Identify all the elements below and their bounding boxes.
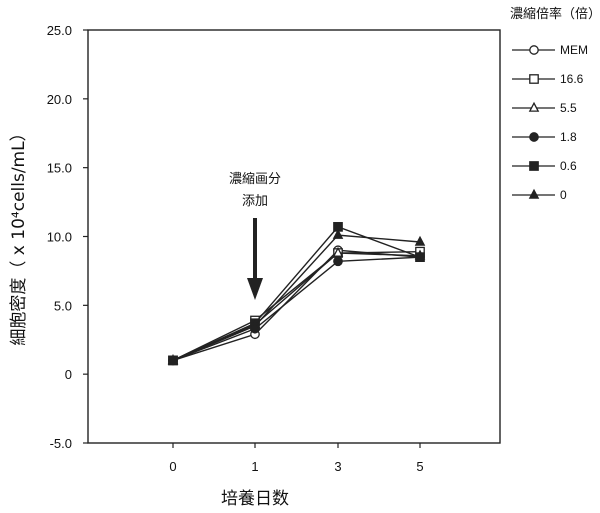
legend-label: 1.8 [560,130,577,144]
series-line [172,234,421,362]
series-line [172,250,421,362]
plot-frame [87,29,501,444]
y-tick-label: 25.0 [47,23,72,38]
legend-item: MEM [512,43,588,57]
data-point [332,228,344,239]
legend-marker [528,188,540,199]
legend-marker [529,45,539,55]
legend-marker [528,101,540,112]
legend-label: 0.6 [560,159,577,173]
data-point [167,354,179,365]
legend-item: 0.6 [512,159,577,173]
x-axis-label: 培養日数 [221,489,289,509]
y-axis-ticks: 25.0 20.0 15.0 10.0 5.0 0 -5.0 [47,23,88,451]
legend-item: 0 [512,188,567,202]
x-tick-label: 0 [169,459,176,474]
y-axis-label: 細胞密度（ x 10⁴cells/mL） [9,124,29,345]
legend: 濃縮倍率（倍） MEM 16.6 5.5 1.8 0.6 0 [510,6,600,202]
series-0 [167,228,426,365]
y-tick-label: -5.0 [50,436,72,451]
series-line [172,256,421,362]
legend-title: 濃縮倍率（倍） [510,6,600,22]
x-tick-label: 3 [334,459,341,474]
legend-label: 0 [560,188,567,202]
y-tick-label: 10.0 [47,230,72,245]
legend-marker [529,74,539,84]
data-point [415,252,425,262]
annotation-arrow-head [247,278,263,300]
legend-item: 16.6 [512,72,584,86]
y-tick-label: 5.0 [54,298,72,313]
annotation-text: 添加 [242,194,268,209]
data-point [249,319,261,330]
x-tick-label: 5 [416,459,423,474]
legend-marker [529,132,539,142]
legend-label: 5.5 [560,101,577,115]
data-point [333,256,343,267]
legend-item: 1.8 [512,130,577,144]
plot-area [87,29,501,444]
data-point [332,246,344,257]
y-tick-label: 20.0 [47,92,72,107]
annotation-text: 濃縮画分 [229,171,281,187]
series-1-8 [168,252,425,366]
x-axis-ticks: 0 1 3 5 [169,443,424,474]
legend-item: 5.5 [512,101,577,115]
legend-label: 16.6 [560,72,584,86]
y-tick-label: 0 [65,367,72,382]
series-layer [167,222,426,366]
y-tick-label: 15.0 [47,161,72,176]
series-line [172,226,421,362]
legend-label: MEM [560,43,588,57]
legend-marker [529,161,539,171]
data-point [414,235,426,246]
x-tick-label: 1 [251,459,258,474]
